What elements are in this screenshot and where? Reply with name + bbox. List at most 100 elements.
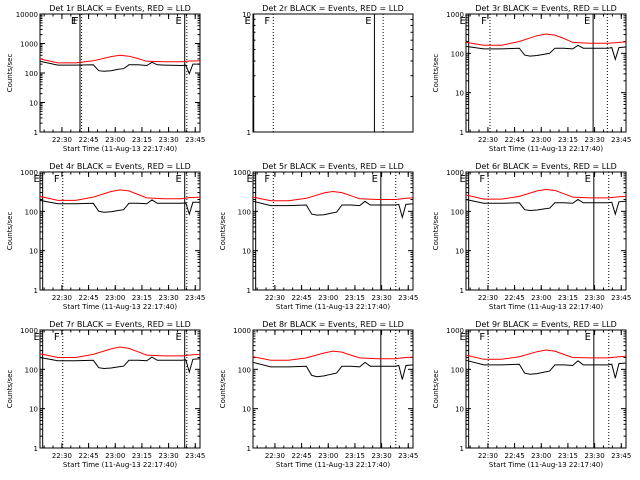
marker-label: E: [245, 16, 251, 27]
plot-frame: [39, 329, 201, 449]
series-line-black: [465, 359, 627, 379]
x-axis-label: Start Time (11-Aug-13 22:17:40): [63, 145, 177, 153]
y-tick-label: 10: [455, 90, 464, 98]
x-tick-label: 22:45: [504, 452, 524, 460]
x-tick-label: 22:45: [78, 294, 98, 302]
marker-label: E: [372, 174, 378, 185]
x-tick-label: 23:15: [345, 294, 365, 302]
series-line-red: [39, 54, 201, 64]
x-axis-label: Start Time (11-Aug-13 22:17:40): [63, 461, 177, 469]
series-line-red: [465, 188, 627, 200]
y-tick-label: 10: [29, 406, 38, 414]
marker-label: E: [34, 174, 40, 185]
marker-label: F: [479, 174, 485, 185]
y-axis-label: Counts/sec: [219, 370, 227, 409]
y-axis-label: Counts/sec: [432, 370, 440, 409]
x-tick-label: 23:15: [558, 452, 578, 460]
panel-det-3: Det 3r BLACK = Events, RED = LLD 1 10 100 10…: [432, 4, 631, 153]
x-tick-label: 22:30: [52, 452, 72, 460]
y-axis-label: Counts/sec: [432, 54, 440, 93]
y-axis-label: Counts/sec: [6, 54, 14, 93]
marker-label: F: [54, 332, 60, 343]
y-tick-label: 1: [247, 445, 251, 453]
y-tick-label: 10: [242, 248, 251, 256]
y-tick-label: 1: [34, 287, 38, 295]
y-tick-label: 1000: [446, 169, 464, 177]
y-tick-label: 100: [451, 50, 464, 58]
marker-label: F: [264, 16, 270, 27]
x-tick-label: 23:30: [371, 294, 391, 302]
y-tick-label: 10: [455, 406, 464, 414]
y-axis-label: Counts/sec: [432, 212, 440, 251]
y-tick-label: 100: [25, 208, 38, 216]
x-tick-label: 22:45: [504, 136, 524, 144]
series-line-red: [39, 189, 201, 201]
y-tick-label: 10000: [16, 11, 38, 19]
panel-title: Det 2r BLACK = Events, RED = LLD: [262, 4, 404, 13]
series-line-black: [465, 44, 627, 62]
series-line-red: [252, 190, 414, 202]
marker-label: E: [71, 16, 77, 27]
x-tick-label: 22:30: [265, 452, 285, 460]
x-tick-label: 23:30: [584, 452, 604, 460]
y-tick-label: 1: [460, 287, 464, 295]
panel-det-4: Det 4r BLACK = Events, RED = LLD 1 10 100 10…: [6, 162, 205, 311]
x-tick-label: 23:00: [105, 452, 125, 460]
marker-label: F: [481, 16, 487, 27]
x-tick-label: 23:45: [611, 136, 631, 144]
x-tick-label: 23:45: [611, 294, 631, 302]
x-tick-label: 23:45: [398, 294, 418, 302]
x-tick-label: 23:30: [158, 136, 178, 144]
marker-label: E: [460, 16, 466, 27]
x-axis-label: Start Time (11-Aug-13 22:17:40): [63, 303, 177, 311]
marker-label: F: [264, 174, 270, 185]
y-tick-label: 100: [238, 366, 251, 374]
series-line-red: [39, 346, 201, 358]
x-tick-label: 23:15: [132, 136, 152, 144]
series-line-red: [465, 349, 627, 360]
panel-det-6: Det 6r BLACK = Events, RED = LLD 1 10 100 10…: [432, 162, 631, 311]
x-tick-label: 23:00: [531, 136, 551, 144]
y-tick-label: 1: [460, 129, 464, 137]
y-axis-label: Counts/sec: [219, 212, 227, 251]
marker-label: E: [176, 16, 182, 27]
marker-label: E: [585, 332, 591, 343]
marker-label: E: [176, 332, 182, 343]
y-tick-label: 10: [242, 406, 251, 414]
panel-title: Det 1r BLACK = Events, RED = LLD: [49, 4, 191, 13]
x-tick-label: 23:15: [132, 294, 152, 302]
x-tick-label: 22:30: [52, 136, 72, 144]
marker-label: E: [460, 332, 466, 343]
series-line-black: [465, 198, 627, 216]
x-tick-label: 23:00: [531, 294, 551, 302]
marker-label: E: [34, 332, 40, 343]
marker-label: E: [176, 174, 182, 185]
x-axis-label: Start Time (11-Aug-13 22:17:40): [276, 303, 390, 311]
x-tick-label: 22:30: [478, 452, 498, 460]
x-tick-label: 23:30: [584, 136, 604, 144]
x-tick-label: 22:30: [478, 136, 498, 144]
x-tick-label: 22:45: [78, 452, 98, 460]
series-line-black: [39, 60, 200, 76]
y-tick-label: 1000: [20, 41, 38, 49]
y-axis-label: Counts/sec: [6, 370, 14, 409]
panel-det-1: Det 1r BLACK = Events, RED = LLD 1 10 100 10…: [6, 4, 205, 153]
x-tick-label: 22:45: [78, 136, 98, 144]
x-tick-label: 23:45: [611, 452, 631, 460]
panel-det-7: Det 7r BLACK = Events, RED = LLD 1 10 100 10…: [6, 320, 205, 469]
x-tick-label: 23:45: [398, 452, 418, 460]
x-tick-label: 23:00: [105, 294, 125, 302]
panel-det-8: Det 8r BLACK = Events, RED = LLD 1 10 100 10…: [219, 320, 418, 469]
x-tick-label: 23:30: [158, 294, 178, 302]
x-tick-label: 22:45: [291, 452, 311, 460]
y-tick-label: 100: [451, 366, 464, 374]
x-tick-label: 23:30: [158, 452, 178, 460]
plot-frame: [465, 13, 627, 133]
series-line-black: [39, 199, 200, 216]
x-tick-label: 23:00: [531, 452, 551, 460]
x-tick-label: 22:30: [52, 294, 72, 302]
series-line-black: [252, 200, 414, 220]
plot-frame: [465, 171, 627, 291]
y-tick-label: 1: [460, 445, 464, 453]
